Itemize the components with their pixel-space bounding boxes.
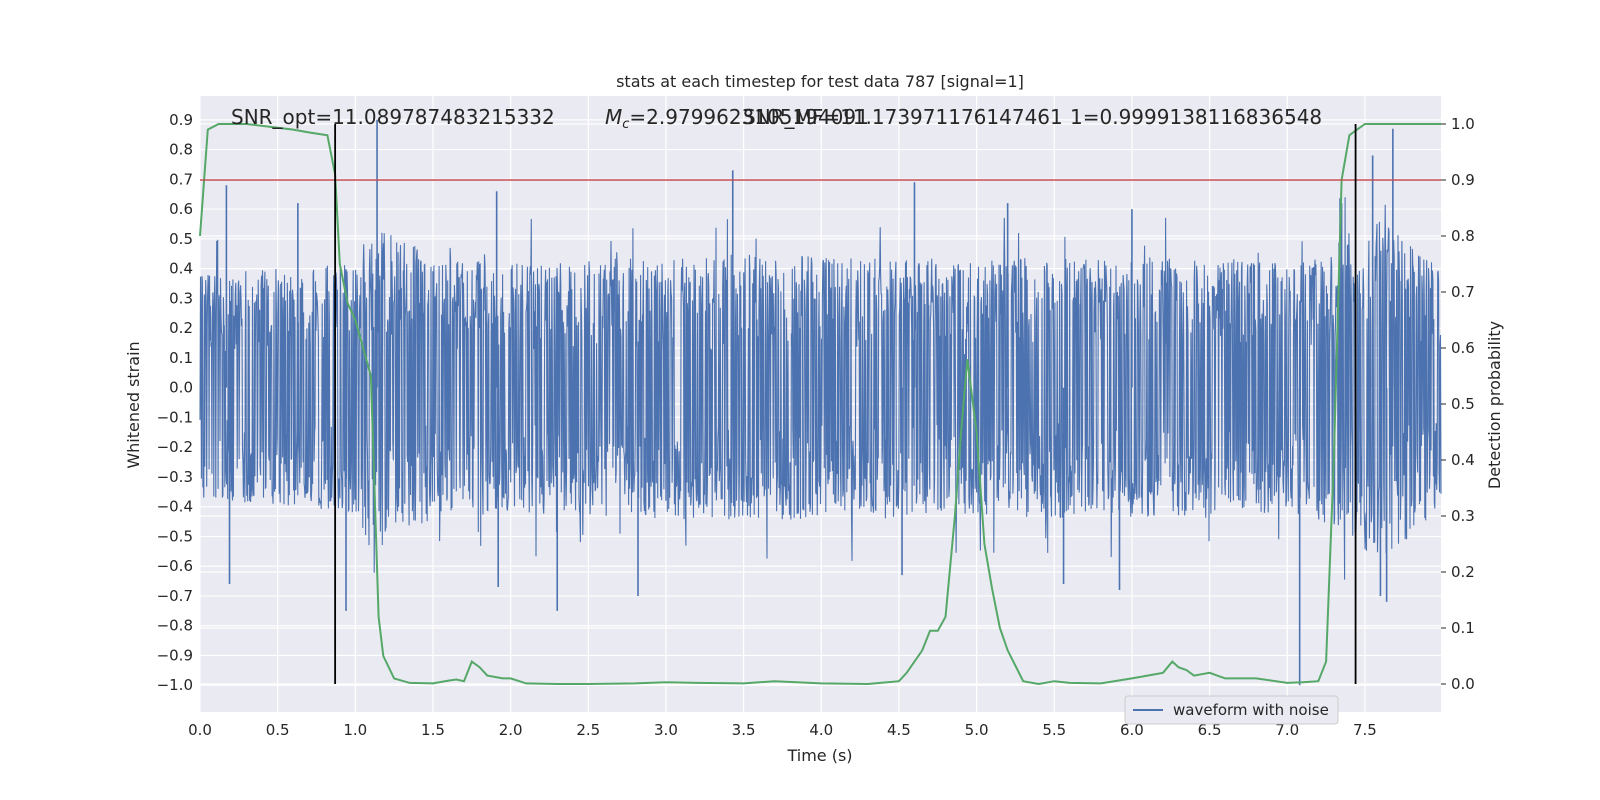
- y-axis-label: Whitened strain: [124, 341, 143, 468]
- y-tick-label: −0.1: [157, 408, 193, 426]
- waveform-line: [199, 197, 1442, 580]
- probability-line: [199, 123, 1441, 686]
- y2-tick-label: 1.0: [1451, 115, 1475, 133]
- strain-series: [199, 119, 1442, 686]
- x-tick-label: 1.5: [421, 721, 445, 739]
- y-tick-label: −0.4: [157, 498, 193, 516]
- y-tick-label: −0.9: [157, 646, 193, 664]
- y-tick-label: 0.5: [169, 230, 193, 248]
- y-tick-label: −1.0: [157, 676, 193, 694]
- x-tick-label: 7.5: [1353, 721, 1377, 739]
- y2-axis-label: Detection probability: [1485, 321, 1504, 489]
- probability-annotation: 1=0.9999138116836548: [1070, 105, 1322, 129]
- y-tick-label: 0.8: [169, 141, 193, 159]
- y-tick-label: 0.4: [169, 260, 193, 278]
- x-tick-label: 5.5: [1042, 721, 1066, 739]
- y2-tick-label: 0.2: [1451, 563, 1475, 581]
- legend-box: [1124, 695, 1339, 725]
- y2-tick-label: 0.9: [1451, 171, 1475, 189]
- y-tick-label: 0.1: [169, 349, 193, 367]
- x-tick-label: 3.5: [732, 721, 756, 739]
- snr-mf-annotation: SNR_MF=11.173971176147461: [743, 105, 1063, 129]
- y-tick-label: 0.6: [169, 200, 193, 218]
- y-tick-label: −0.6: [157, 557, 193, 575]
- x-tick-label: 4.0: [809, 721, 833, 739]
- x-tick-label: 0.5: [266, 721, 290, 739]
- chirp-mass-subscript: c: [622, 117, 629, 132]
- y-tick-label: 0.9: [169, 111, 193, 129]
- y-tick-label: −0.8: [157, 617, 193, 635]
- probability-series: [199, 123, 1441, 686]
- y2-tick-label: 0.8: [1451, 227, 1475, 245]
- x-tick-label: 0.0: [188, 721, 212, 739]
- y-tick-label: −0.3: [157, 468, 193, 486]
- y-tick-label: 0.0: [169, 379, 193, 397]
- y2-tick-label: 0.3: [1451, 507, 1475, 525]
- y2-tick-label: 0.0: [1451, 675, 1475, 693]
- x-tick-label: 5.0: [965, 721, 989, 739]
- y2-tick-label: 0.6: [1451, 339, 1475, 357]
- chirp-mass-symbol: M: [605, 105, 622, 129]
- y-tick-label: −0.2: [157, 438, 193, 456]
- chart-title: stats at each timestep for test data 787…: [616, 72, 1024, 91]
- x-tick-label: 2.0: [499, 721, 523, 739]
- legend: waveform with noise: [1124, 695, 1339, 725]
- y2-tick-label: 0.7: [1451, 283, 1475, 301]
- x-tick-label: 6.0: [1120, 721, 1144, 739]
- overlays: [200, 124, 1441, 684]
- x-tick-label: 7.0: [1275, 721, 1299, 739]
- y-tick-label: 0.3: [169, 289, 193, 307]
- chirp-mass-value: =2.9799623105194091: [629, 105, 868, 129]
- y2-tick-label: 0.5: [1451, 395, 1475, 413]
- x-tick-label: 4.5: [887, 721, 911, 739]
- x-tick-label: 3.0: [654, 721, 678, 739]
- y-tick-label: 0.2: [169, 319, 193, 337]
- y2-tick-label: 0.4: [1451, 451, 1475, 469]
- y-tick-label: −0.7: [157, 587, 193, 605]
- y2-tick-label: 0.1: [1451, 619, 1475, 637]
- y-tick-label: 0.7: [169, 170, 193, 188]
- chirp-mass-annotation: Mc=2.9799623105194091: [605, 105, 869, 132]
- legend-label: waveform with noise: [1173, 701, 1329, 719]
- x-tick-label: 2.5: [576, 721, 600, 739]
- x-tick-label: 6.5: [1198, 721, 1222, 739]
- snr-opt-annotation: SNR_opt=11.089787483215332: [231, 105, 555, 129]
- x-tick-label: 1.0: [343, 721, 367, 739]
- x-axis-label: Time (s): [786, 746, 852, 765]
- y-tick-label: −0.5: [157, 527, 193, 545]
- axes: 0.9 0.8 0.7 0.6 0.5 0.4 0.3 0.2 0.1 0.0 −0.1 −0.2 −0…: [157, 111, 1475, 739]
